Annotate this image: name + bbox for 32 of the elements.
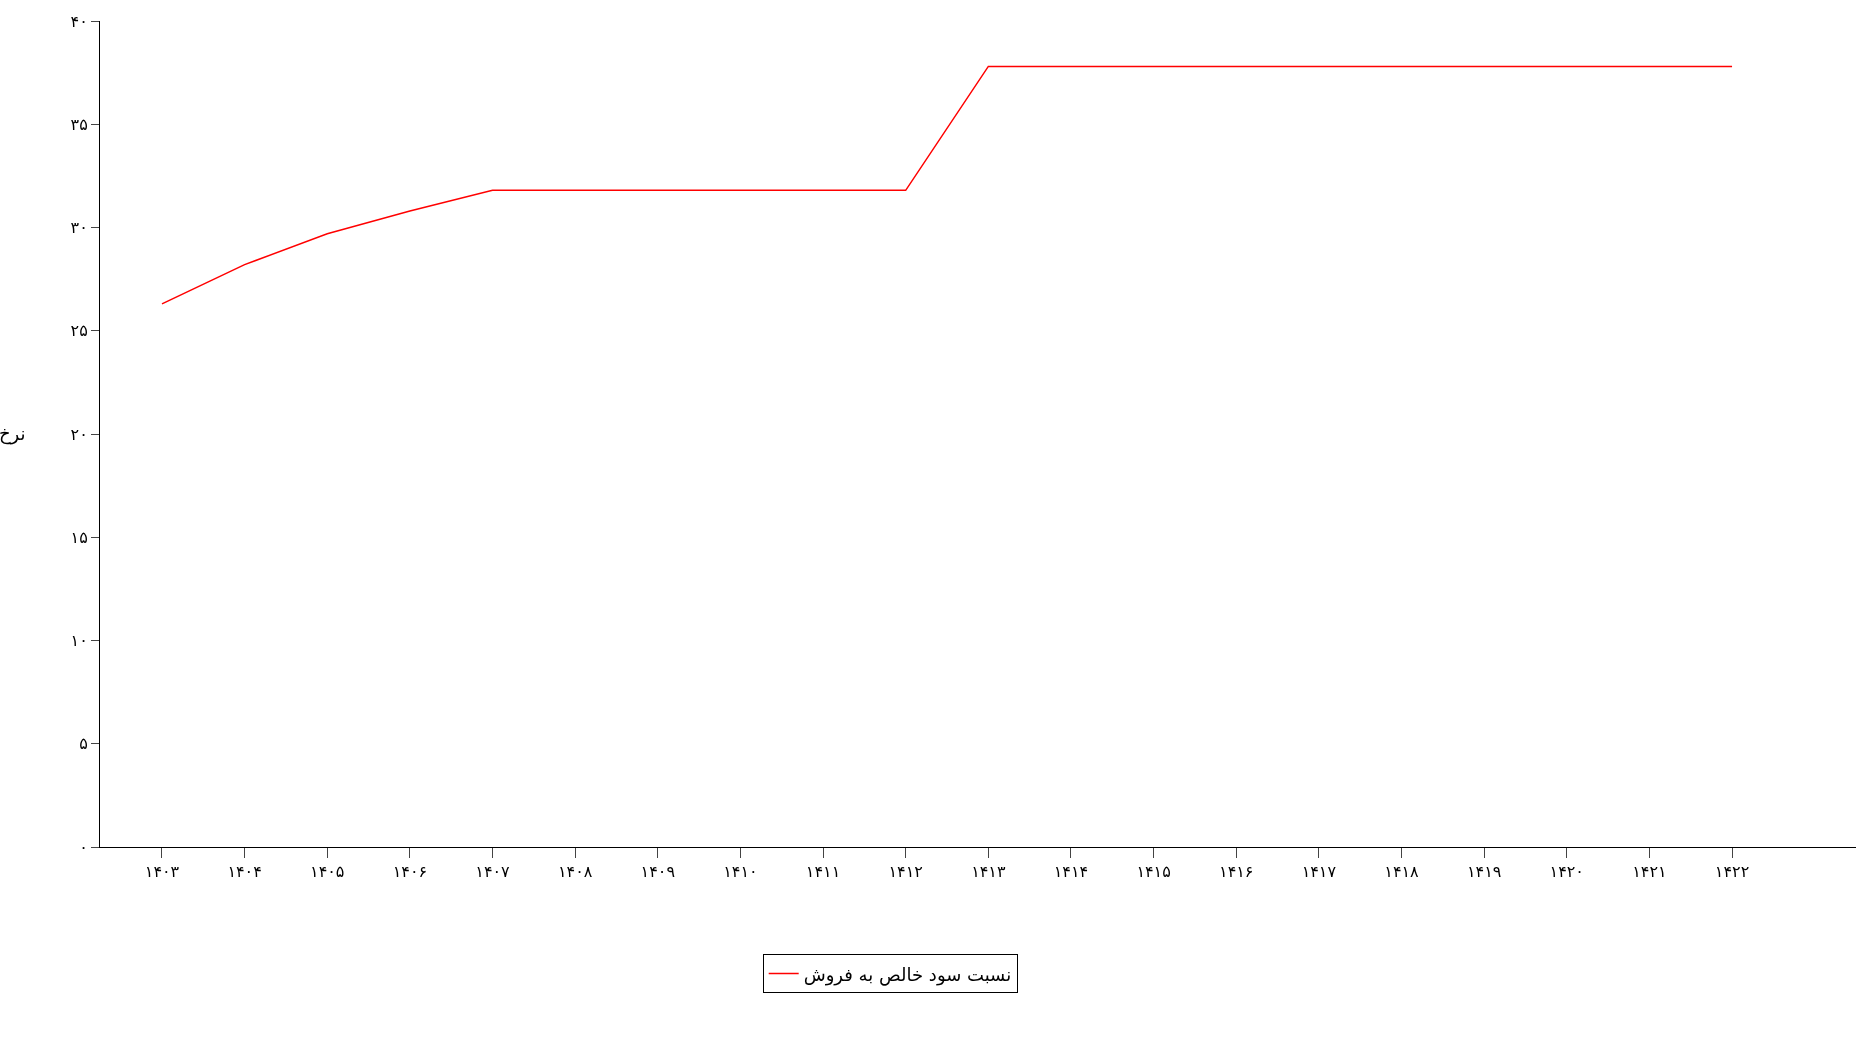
y-tick-label: ۲۰ <box>70 424 88 444</box>
x-tick-label: ۱۴۱۹ <box>1466 862 1502 882</box>
x-tick-label: ۱۴۰۷ <box>475 862 511 882</box>
x-tick-label: ۱۴۰۶ <box>392 862 428 882</box>
x-tick-label: ۱۴۱۸ <box>1384 862 1420 882</box>
x-tick-label: ۱۴۱۵ <box>1136 862 1171 882</box>
x-tick-label: ۱۴۲۰ <box>1549 862 1584 882</box>
y-tick-label: ۰ <box>79 837 88 857</box>
x-tick-label: ۱۴۰۴ <box>227 862 262 882</box>
line-series <box>161 65 1733 305</box>
y-tick-label: ۴۰ <box>70 11 88 31</box>
x-tick-label: ۱۴۱۷ <box>1301 862 1337 882</box>
x-tick-label: ۱۴۰۹ <box>640 862 675 882</box>
y-tick-label: ۱۵ <box>70 527 88 547</box>
x-tick-label: ۱۴۱۱ <box>805 862 841 882</box>
y-tick-label: ۱۰ <box>70 631 88 651</box>
x-tick-label: ۱۴۱۴ <box>1053 862 1089 882</box>
y-tick-label: ۳۰ <box>70 218 88 238</box>
x-tick-label: ۱۴۲۲ <box>1714 862 1750 882</box>
x-tick-label: ۱۴۱۳ <box>971 862 1006 882</box>
x-tick-label: ۱۴۱۲ <box>888 862 923 882</box>
x-tick-label: ۱۴۰۸ <box>557 862 593 882</box>
y-tick-label: ۵ <box>79 734 88 754</box>
y-axis-title: نرخ <box>0 423 26 445</box>
x-tick-label: ۱۴۱۶ <box>1219 862 1254 882</box>
x-tick-label: ۱۴۰۳ <box>144 862 180 882</box>
x-tick-label: ۱۴۰۵ <box>310 862 345 882</box>
x-tick-label: ۱۴۲۱ <box>1632 862 1667 882</box>
y-tick-label: ۲۵ <box>70 321 88 341</box>
legend-label: نسبت سود خالص به فروش <box>803 963 1012 986</box>
y-tick-label: ۳۵ <box>70 114 88 134</box>
x-tick-label: ۱۴۱۰ <box>723 862 758 882</box>
